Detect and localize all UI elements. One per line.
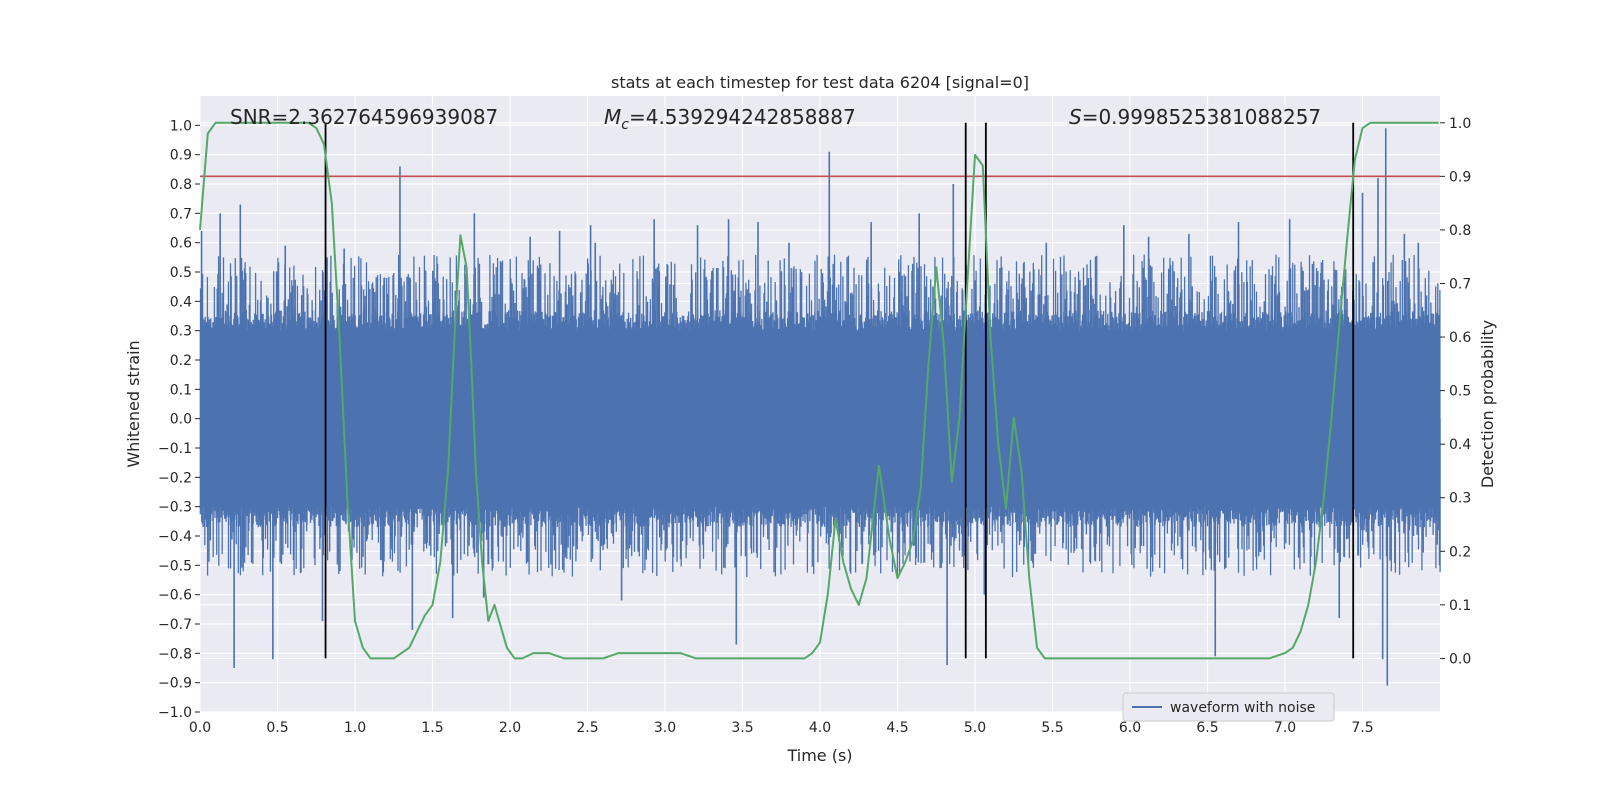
y-tick-label-left: 0.5 <box>170 265 192 281</box>
y-tick-label-left: −1.0 <box>158 705 192 721</box>
y-tick-label-left: 0.7 <box>170 206 192 222</box>
y-axis-label-left: Whitened strain <box>124 340 143 467</box>
y-tick-label-right: 0.0 <box>1449 651 1471 667</box>
waveform-series <box>199 128 1441 686</box>
chirp-mass-subscript: c <box>621 117 629 133</box>
y-tick-label-right: 0.8 <box>1449 223 1471 239</box>
y-tick-label-left: −0.7 <box>158 617 192 633</box>
x-tick-label: 2.5 <box>576 720 598 736</box>
y-tick-label-left: −0.8 <box>158 646 192 662</box>
y-tick-label-left: −0.2 <box>158 470 192 486</box>
chirp-mass-value: =4.539294242858887 <box>629 105 856 129</box>
y-tick-label-left: −0.3 <box>158 500 192 516</box>
x-tick-label: 0.0 <box>189 720 211 736</box>
reference-lines <box>200 122 1440 659</box>
y-tick-label-left: −0.6 <box>158 588 192 604</box>
chart-title: stats at each timestep for test data 620… <box>611 73 1029 92</box>
y-tick-label-left: 0.0 <box>170 412 192 428</box>
x-axis-label: Time (s) <box>786 746 852 765</box>
y-tick-label-right: 0.2 <box>1449 544 1471 560</box>
y-tick-label-right: 0.3 <box>1449 491 1471 507</box>
y-tick-label-right: 0.6 <box>1449 330 1471 346</box>
y-axis-label-right: Detection probability <box>1478 320 1497 488</box>
x-tick-label: 1.0 <box>344 720 366 736</box>
ticks: 0.0 0.5 1.0 1.5 2.0 2.5 3.0 3.5 4.0 4.5 5.0 5.5 6.0 6… <box>158 116 1471 736</box>
y-tick-label-left: 0.2 <box>170 353 192 369</box>
x-tick-label: 0.5 <box>266 720 288 736</box>
y-tick-label-left: 0.9 <box>170 148 192 164</box>
x-tick-label: 6.5 <box>1196 720 1218 736</box>
y-tick-label-left: 0.1 <box>170 382 192 398</box>
s-annotation: S=0.9998525381088257 <box>1069 105 1321 129</box>
x-tick-label: 6.0 <box>1119 720 1141 736</box>
y-tick-label-left: 0.8 <box>170 177 192 193</box>
y-tick-label-left: −0.5 <box>158 558 192 574</box>
legend-label: waveform with noise <box>1170 700 1315 716</box>
y-tick-label-left: −0.1 <box>158 441 192 457</box>
snr-annotation: SNR=2.362764596939087 <box>230 105 498 129</box>
y-tick-label-right: 0.7 <box>1449 276 1471 292</box>
y-tick-label-left: 0.3 <box>170 324 192 340</box>
y-tick-label-left: −0.4 <box>158 529 192 545</box>
legend-box <box>1122 692 1335 722</box>
x-tick-label: 3.0 <box>654 720 676 736</box>
y-tick-label-right: 0.4 <box>1449 437 1471 453</box>
y-tick-label-right: 0.9 <box>1449 169 1471 185</box>
y-tick-label-left: 0.6 <box>170 236 192 252</box>
x-tick-label: 2.0 <box>499 720 521 736</box>
s-symbol: S <box>1069 105 1082 129</box>
y-tick-label-right: 0.1 <box>1449 598 1471 614</box>
probability-series <box>199 121 1439 660</box>
x-tick-label: 5.0 <box>964 720 986 736</box>
y-tick-label-left: −0.9 <box>158 676 192 692</box>
x-tick-label: 3.5 <box>731 720 753 736</box>
x-tick-label: 4.5 <box>886 720 908 736</box>
y-tick-label-right: 1.0 <box>1449 116 1471 132</box>
chirp-mass-symbol: M <box>604 105 621 129</box>
y-tick-label-left: 1.0 <box>170 118 192 134</box>
y-tick-label-left: 0.4 <box>170 294 192 310</box>
x-tick-label: 7.0 <box>1274 720 1296 736</box>
x-tick-label: 4.0 <box>809 720 831 736</box>
s-value: =0.9998525381088257 <box>1082 105 1321 129</box>
y-tick-label-right: 0.5 <box>1449 384 1471 400</box>
legend: waveform with noise <box>1122 692 1335 722</box>
x-tick-label: 1.5 <box>421 720 443 736</box>
chirp-mass-annotation: Mc=4.539294242858887 <box>604 105 856 133</box>
detection-probability-line <box>199 121 1439 660</box>
x-tick-label: 5.5 <box>1041 720 1063 736</box>
x-tick-label: 7.5 <box>1351 720 1373 736</box>
